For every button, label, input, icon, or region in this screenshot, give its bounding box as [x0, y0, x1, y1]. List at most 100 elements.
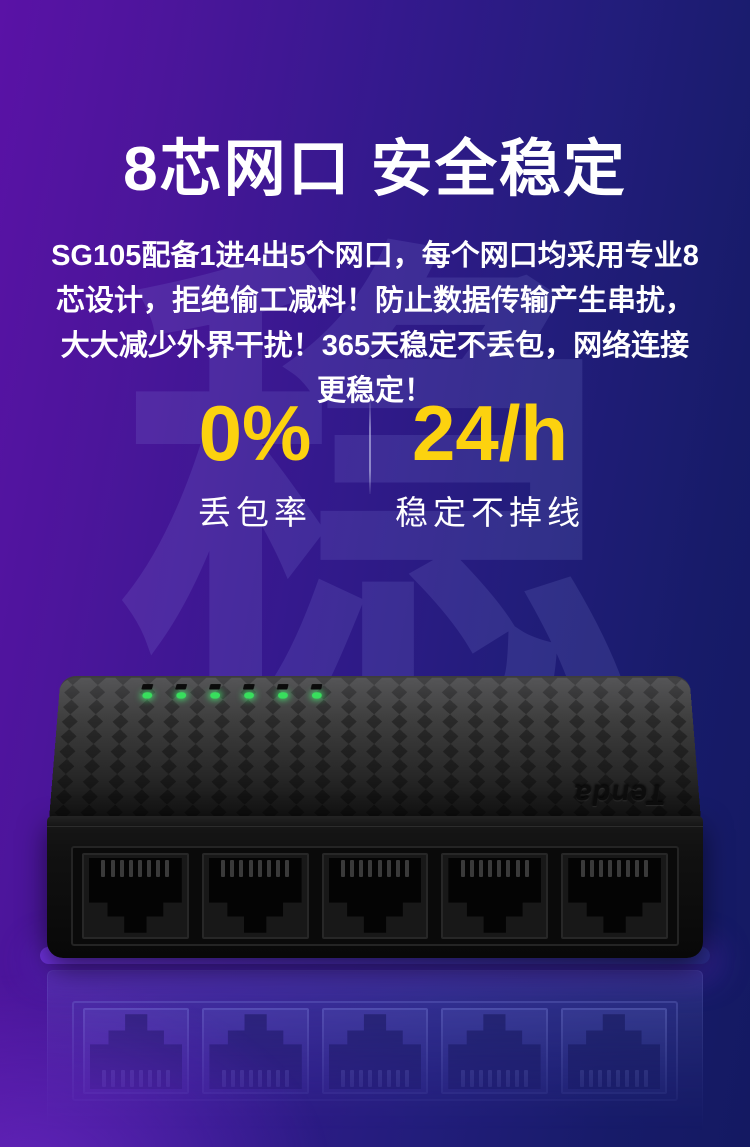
reflection-port-pin [625, 1070, 630, 1087]
port-pin [515, 860, 520, 877]
port-pin [147, 860, 152, 877]
reflection-port-pins [460, 1070, 529, 1087]
reflection-port-pin [147, 1070, 152, 1087]
port-pin [110, 860, 115, 877]
port-pin [248, 860, 253, 877]
reflection-port-pin [524, 1070, 529, 1087]
reflection-port-pin [634, 1070, 639, 1087]
reflection-port-pin [249, 1070, 254, 1087]
reflection-port-pin [616, 1070, 621, 1087]
port-pins [580, 860, 649, 877]
reflection-port-pin [386, 1070, 391, 1087]
reflection-port-pin [478, 1070, 483, 1087]
status-led-icon [210, 692, 221, 699]
page-title: 8芯网口 安全稳定 [123, 134, 627, 204]
port-pin [101, 860, 106, 877]
reflection-port-pin [276, 1070, 281, 1087]
reflection-port-pin [598, 1070, 603, 1087]
port-pin [598, 860, 603, 877]
reflection-port-pin [120, 1070, 125, 1087]
stat-value: 24/h [411, 389, 569, 477]
reflection-port-pin [496, 1070, 501, 1087]
reflection-port-pin [460, 1070, 465, 1087]
reflection-port-pin [341, 1070, 346, 1087]
port-pin [119, 860, 124, 877]
reflection-port-pin [285, 1070, 290, 1087]
port-pins [101, 860, 170, 877]
reflection-rj45-port [560, 1008, 668, 1094]
port-pin [626, 860, 631, 877]
stats-row: 0% 丢包率 24/h 稳定不掉线 [0, 392, 750, 534]
brand-logo: Tenda [572, 778, 667, 811]
status-led-icon [311, 692, 322, 699]
reflection-port-pin [506, 1070, 511, 1087]
port-pin [137, 860, 142, 877]
port-pin [644, 860, 649, 877]
reflection-front-panel [47, 970, 703, 1132]
port-pins [460, 860, 529, 877]
rj45-port [561, 853, 668, 939]
switch-product-photo: Tenda [47, 666, 703, 958]
reflection-port-pin [239, 1070, 244, 1087]
rj45-port [441, 853, 549, 939]
reflection-port-pins [341, 1070, 409, 1087]
led-indicator-row [142, 692, 322, 699]
status-led-icon [176, 692, 187, 699]
reflection-port-pin [368, 1070, 373, 1087]
port-pin [230, 860, 235, 877]
stats-divider [369, 400, 371, 494]
stat-uptime: 24/h 稳定不掉线 [371, 392, 609, 534]
port-pin [506, 860, 511, 877]
port-pin [266, 860, 271, 877]
port-pin [488, 860, 493, 877]
port-pin [350, 860, 355, 877]
port-pin [479, 860, 484, 877]
reflection-rj45-port [83, 1008, 190, 1094]
port-pin [607, 860, 612, 877]
reflection-port-pin [350, 1070, 355, 1087]
stat-label: 丢包率 [198, 494, 312, 531]
port-pin [156, 860, 161, 877]
reflection-port-pin [580, 1070, 585, 1087]
status-led-icon [142, 692, 153, 699]
port-pin [635, 860, 640, 877]
reflection-rj45-port [202, 1008, 309, 1094]
reflection-port-pins [102, 1070, 170, 1087]
stat-label: 稳定不掉线 [395, 494, 585, 531]
reflection-port-pin [267, 1070, 272, 1087]
reflection-port-pin [165, 1070, 170, 1087]
port-pin [359, 860, 364, 877]
status-led-icon [278, 692, 288, 699]
reflection-port-pin [487, 1070, 492, 1087]
status-led-icon [244, 692, 254, 699]
port-pins [341, 860, 409, 877]
reflection-port-pin [359, 1070, 364, 1087]
rj45-port [321, 853, 429, 939]
port-pin [257, 860, 262, 877]
port-pin [165, 860, 170, 877]
port-pin [497, 860, 502, 877]
reflection-port-pin [515, 1070, 520, 1087]
port-pin [589, 860, 594, 877]
reflection-port-pin [607, 1070, 612, 1087]
reflection-port-pin [643, 1070, 648, 1087]
port-pin [341, 860, 346, 877]
port-pin [368, 860, 373, 877]
reflection-port-pin [230, 1070, 235, 1087]
port-pin [617, 860, 622, 877]
port-pin [404, 860, 409, 877]
port-pin [469, 860, 474, 877]
reflection-port-pin [395, 1070, 400, 1087]
port-pins [221, 860, 290, 877]
stat-value: 0% [198, 389, 312, 477]
reflection-port-pin [156, 1070, 161, 1087]
reflection-port-pin [129, 1070, 134, 1087]
port-pin [580, 860, 585, 877]
port-pin [460, 860, 465, 877]
reflection-port-pin [102, 1070, 107, 1087]
reflection-port-pin [221, 1070, 226, 1087]
switch-top-panel: Tenda [49, 675, 701, 820]
switch-front-panel [47, 816, 703, 958]
reflection-port-pin [258, 1070, 263, 1087]
reflection-rj45-port [321, 1008, 429, 1094]
